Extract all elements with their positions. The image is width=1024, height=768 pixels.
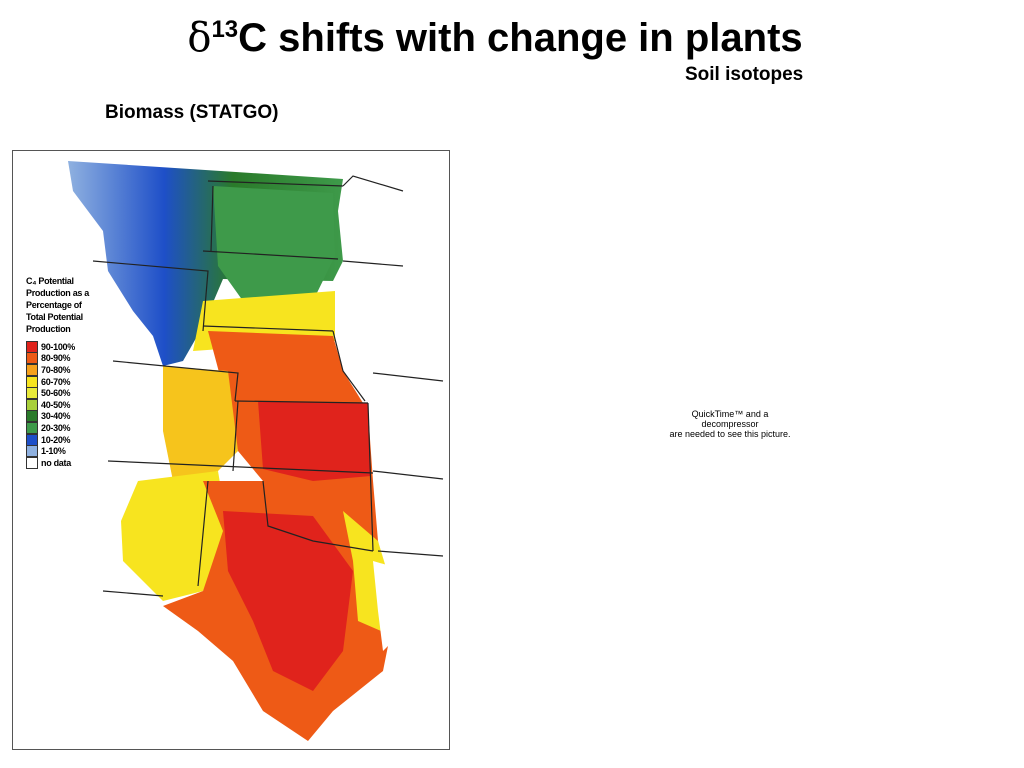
title-delta-symbol: δ bbox=[187, 15, 212, 61]
region-west-yellow bbox=[121, 471, 228, 601]
legend-row: 80-90% bbox=[26, 352, 106, 365]
region-colorado-yellow bbox=[163, 366, 238, 481]
legend-title: C₄ Potential Production as a Percentage of… bbox=[26, 275, 106, 335]
placeholder-line: are needed to see this picture. bbox=[669, 429, 791, 439]
title-superscript: 13 bbox=[211, 16, 239, 43]
legend-label: 90-100% bbox=[41, 341, 75, 352]
legend-row: 1-10% bbox=[26, 445, 106, 458]
legend-swatch bbox=[26, 445, 38, 458]
legend-swatch bbox=[26, 375, 38, 388]
legend-row: 50-60% bbox=[26, 387, 106, 400]
legend-label: 30-40% bbox=[41, 411, 71, 422]
legend-label: 60-70% bbox=[41, 376, 71, 387]
legend-label: 20-30% bbox=[41, 422, 71, 433]
region-kansas-red bbox=[258, 401, 371, 481]
legend-swatch bbox=[26, 387, 38, 400]
legend-row: 90-100% bbox=[26, 340, 106, 353]
legend-row: 60-70% bbox=[26, 375, 106, 388]
c4-production-map bbox=[12, 150, 450, 750]
legend-title-line: Production as a bbox=[26, 288, 90, 298]
state-boundaries bbox=[92, 175, 444, 597]
legend-title-line: Total Potential bbox=[26, 312, 83, 322]
region-east-texas-white bbox=[373, 561, 408, 651]
legend-row: 40-50% bbox=[26, 398, 106, 411]
legend-title-line: C₄ Potential bbox=[26, 276, 74, 286]
placeholder-line: decompressor bbox=[701, 419, 759, 429]
slide-title: δ13C shifts with change in plants bbox=[0, 10, 990, 66]
legend-swatch bbox=[26, 398, 38, 411]
legend-title-line: Production bbox=[26, 324, 71, 334]
title-text: C shifts with change in plants bbox=[238, 16, 803, 60]
legend-swatch bbox=[26, 340, 38, 353]
placeholder-line: QuickTime™ and a bbox=[691, 409, 769, 419]
legend-swatch bbox=[26, 363, 38, 376]
region-south-red bbox=[223, 511, 353, 691]
legend-row: no data bbox=[26, 456, 106, 469]
legend-label: 40-50% bbox=[41, 399, 71, 410]
legend-label: 70-80% bbox=[41, 364, 71, 375]
legend-entries: 90-100% 80-90% 70-80% 60-70% 50-60% 40-50% 30-… bbox=[26, 340, 106, 469]
legend-title-line: Percentage of bbox=[26, 300, 82, 310]
legend-swatch bbox=[26, 421, 38, 434]
legend-label: 10-20% bbox=[41, 434, 71, 445]
legend-row: 20-30% bbox=[26, 421, 106, 434]
legend-label: 1-10% bbox=[41, 446, 66, 457]
legend-row: 10-20% bbox=[26, 433, 106, 446]
legend-label: no data bbox=[41, 457, 71, 468]
region-dakota-green bbox=[213, 186, 335, 301]
legend-swatch bbox=[26, 433, 38, 446]
legend-label: 50-60% bbox=[41, 388, 71, 399]
great-plains-map-graphic bbox=[68, 161, 444, 741]
quicktime-placeholder: QuickTime™ and a decompressor are needed… bbox=[640, 409, 820, 439]
soil-isotopes-label: Soil isotopes bbox=[685, 64, 804, 85]
biomass-label: Biomass (STATGO) bbox=[105, 102, 279, 123]
legend-swatch bbox=[26, 410, 38, 423]
legend-label: 80-90% bbox=[41, 353, 71, 364]
legend-swatch bbox=[26, 352, 38, 365]
map-regions bbox=[68, 161, 408, 741]
legend-row: 70-80% bbox=[26, 363, 106, 376]
legend-swatch bbox=[26, 456, 38, 469]
map-legend: C₄ Potential Production as a Percentage of… bbox=[26, 275, 106, 469]
legend-row: 30-40% bbox=[26, 410, 106, 423]
